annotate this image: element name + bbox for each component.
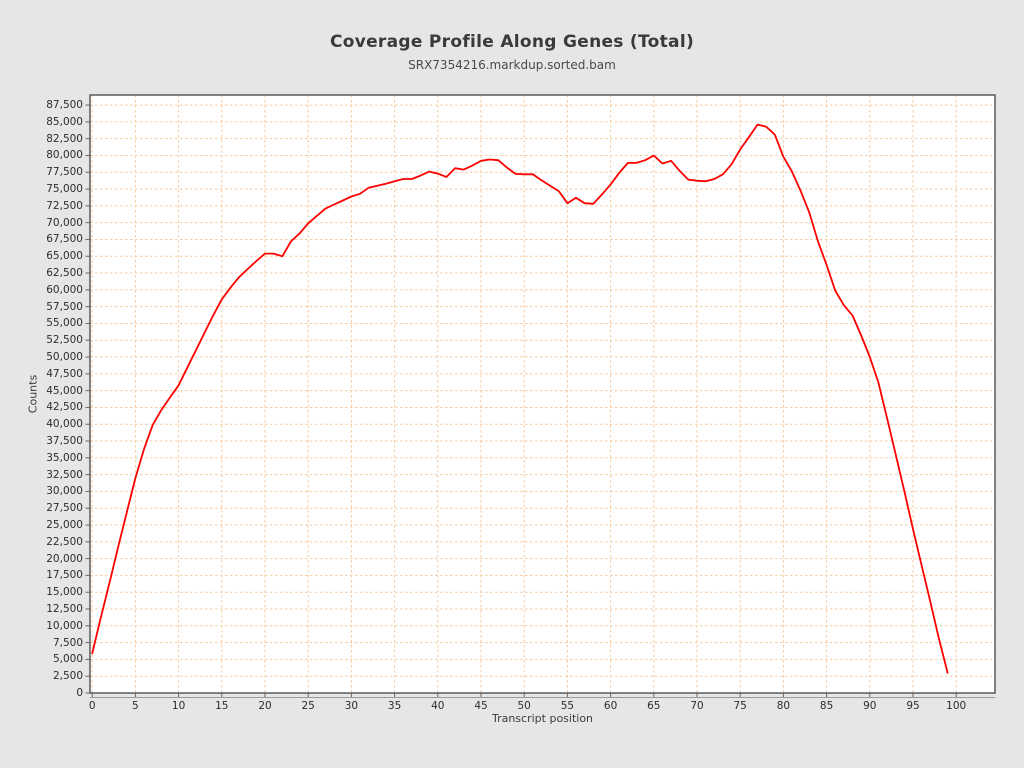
x-tick-label: 60 — [603, 700, 618, 712]
y-tick-label: 65,000 — [46, 250, 83, 263]
y-tick-label: 37,500 — [46, 435, 83, 448]
y-tick-label: 67,500 — [46, 233, 83, 246]
x-tick-label: 90 — [863, 700, 877, 712]
y-tick-label: 30,000 — [46, 485, 83, 498]
x-tick-label: 70 — [690, 700, 704, 712]
x-tick-label: 85 — [819, 700, 834, 712]
x-tick-label: 80 — [776, 700, 791, 712]
x-tick-label: 50 — [517, 700, 531, 712]
y-tick-label: 82,500 — [46, 132, 83, 145]
y-tick-label: 40,000 — [46, 418, 83, 431]
y-tick-label: 22,500 — [46, 535, 83, 548]
y-tick-label: 32,500 — [46, 468, 83, 481]
x-tick-label: 55 — [560, 700, 575, 712]
y-tick-label: 72,500 — [46, 199, 83, 212]
x-tick-label: 10 — [171, 700, 186, 712]
chart-title: Coverage Profile Along Genes (Total) — [329, 32, 695, 52]
y-tick-label: 20,000 — [46, 552, 83, 565]
y-tick-label: 10,000 — [46, 619, 83, 632]
x-tick-label: 25 — [301, 700, 315, 712]
y-tick-label: 85,000 — [46, 115, 83, 128]
coverage-line — [91, 123, 949, 674]
y-tick-label: 57,500 — [46, 300, 83, 313]
x-axis-title: Transcript position — [491, 712, 594, 725]
x-tick-label: 45 — [474, 700, 488, 712]
y-tick-label: 27,500 — [46, 502, 83, 515]
x-tick-label: 20 — [258, 700, 272, 712]
plot-frame — [89, 94, 996, 694]
x-tick-label: 5 — [132, 700, 139, 712]
y-tick-label: 47,500 — [46, 367, 83, 380]
y-tick-label: 77,500 — [46, 166, 83, 179]
y-tick-label: 55,000 — [46, 317, 83, 330]
y-tick-label: 80,000 — [46, 149, 83, 162]
gridlines — [90, 95, 995, 693]
y-tick-label: 60,000 — [46, 283, 83, 296]
y-tick-label: 87,500 — [46, 99, 83, 112]
y-tick-label: 62,500 — [46, 267, 83, 280]
y-tick-label: 35,000 — [46, 451, 83, 464]
y-tick-label: 15,000 — [46, 586, 83, 599]
x-tick-label: 75 — [733, 700, 747, 712]
plot-area — [90, 95, 995, 693]
x-tick-label: 65 — [647, 700, 661, 712]
y-tick-label: 5,000 — [52, 653, 83, 666]
chart-subtitle: SRX7354216.markdup.sorted.bam — [408, 58, 616, 72]
y-tick-label: 75,000 — [46, 183, 83, 196]
y-tick-label: 42,500 — [46, 401, 83, 414]
x-tick-label: 15 — [215, 700, 229, 712]
x-tick-label: 40 — [431, 700, 445, 712]
y-tick-label: 50,000 — [46, 351, 83, 364]
y-tick-label: 0 — [76, 687, 83, 699]
y-tick-label: 2,500 — [52, 670, 83, 683]
x-tick-label: 30 — [344, 700, 359, 712]
y-tick-label: 52,500 — [46, 334, 83, 347]
y-axis-title: Counts — [26, 374, 40, 414]
x-tick-label: 95 — [906, 700, 920, 712]
y-tick-label: 7,500 — [52, 636, 83, 649]
x-tick-label: 35 — [387, 700, 402, 712]
x-tick-label: 0 — [88, 700, 96, 712]
y-tick-label: 12,500 — [46, 603, 83, 615]
y-tick-label: 17,500 — [46, 569, 83, 582]
y-tick-label: 25,000 — [46, 519, 83, 532]
x-tick-label: 100 — [946, 700, 967, 712]
y-tick-label: 45,000 — [46, 384, 83, 397]
y-tick-label: 70,000 — [46, 216, 83, 229]
